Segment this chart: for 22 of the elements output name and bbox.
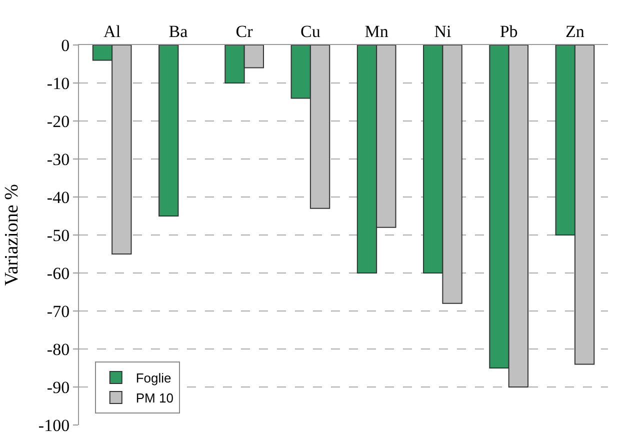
y-tick-label: -70 (46, 302, 70, 321)
x-tick-label: Cr (236, 22, 254, 42)
y-axis-title: Variazione % (1, 184, 22, 286)
x-tick-label: Al (104, 22, 121, 42)
y-tick-label: -100 (38, 416, 70, 435)
y-tick-label: -20 (46, 112, 70, 131)
y-tick-label: 0 (61, 36, 70, 55)
x-tick-label: Cu (300, 22, 321, 42)
x-tick-label: Zn (565, 22, 585, 42)
y-tick-label: -60 (46, 264, 70, 283)
x-tick-label: Pb (500, 22, 518, 42)
x-tick-label: Ba (168, 22, 188, 42)
legend-label: PM 10 (136, 390, 174, 406)
x-tick-label: Ni (434, 22, 452, 42)
y-tick-label: -50 (46, 226, 70, 245)
y-tick-label: -90 (46, 378, 70, 397)
y-tick-label: -40 (46, 188, 70, 207)
y-tick-label: -10 (46, 74, 70, 93)
x-tick-label: Mn (364, 22, 389, 42)
y-tick-label: -30 (46, 150, 70, 169)
legend-label: Foglie (136, 370, 172, 386)
y-tick-label: -80 (46, 340, 70, 359)
